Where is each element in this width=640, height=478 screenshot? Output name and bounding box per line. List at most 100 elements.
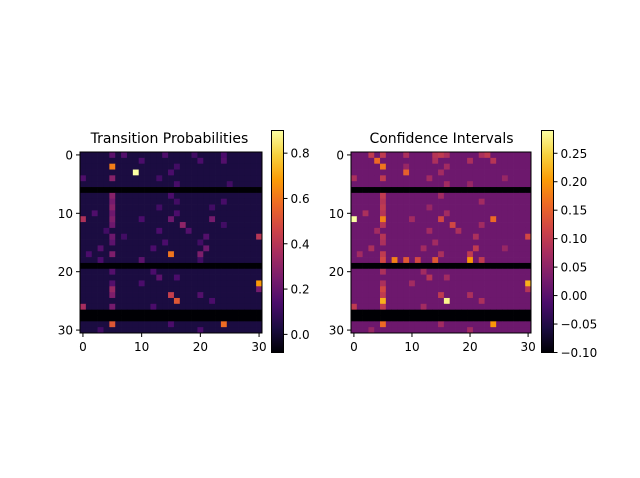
heatmap-cell <box>215 169 222 176</box>
heatmap-cell <box>385 181 392 188</box>
heatmap-cell <box>478 216 485 223</box>
heatmap-cell <box>209 233 216 240</box>
heatmap-cell <box>403 169 410 176</box>
heatmap-cell <box>168 216 175 223</box>
heatmap-cell <box>126 222 134 229</box>
heatmap-cell <box>103 245 110 252</box>
heatmap-cell <box>397 169 404 176</box>
heatmap-cell <box>374 315 381 322</box>
heatmap-cell <box>91 315 98 322</box>
heatmap-cell <box>85 257 93 264</box>
heatmap-cell <box>103 204 110 211</box>
heatmap-cell <box>391 268 398 275</box>
heatmap-cell <box>168 327 175 334</box>
heatmap-cell <box>432 280 439 287</box>
heatmap-cell <box>443 227 451 235</box>
heatmap-cell <box>362 187 369 194</box>
heatmap-cell <box>85 297 93 305</box>
heatmap-cell <box>185 309 192 316</box>
heatmap-cell <box>420 222 427 229</box>
heatmap-cell <box>250 245 257 252</box>
heatmap-cell <box>103 175 110 182</box>
heatmap-cell <box>115 227 122 235</box>
heatmap-cell <box>455 251 462 258</box>
heatmap-cell <box>513 257 520 264</box>
heatmap-cell <box>519 169 526 176</box>
heatmap-cell <box>374 327 381 334</box>
heatmap-cell <box>380 169 387 176</box>
heatmap-cell <box>126 157 134 165</box>
heatmap-cell <box>209 210 216 217</box>
heatmap-cell <box>501 327 509 334</box>
heatmap-cell <box>197 303 204 310</box>
heatmap-cell <box>256 216 263 223</box>
heatmap-cell <box>461 227 468 235</box>
heatmap-cell <box>478 239 485 246</box>
heatmap-cell <box>197 292 204 299</box>
heatmap-cell <box>467 262 474 270</box>
heatmap-cell <box>403 245 410 252</box>
heatmap-cell <box>472 216 480 223</box>
heatmap-cell <box>380 321 387 328</box>
heatmap-cell <box>115 157 122 165</box>
heatmap-cell <box>467 327 474 334</box>
heatmap-cell <box>232 274 239 281</box>
heatmap-cell <box>238 321 245 328</box>
heatmap-cell <box>420 268 427 275</box>
heatmap-cell <box>432 204 439 211</box>
heatmap-cell <box>467 204 474 211</box>
heatmap-cell <box>368 262 375 270</box>
heatmap-cell <box>496 181 503 188</box>
heatmap-cell <box>461 268 468 275</box>
heatmap-cell <box>144 198 151 205</box>
heatmap-cell <box>109 280 116 287</box>
heatmap-cell <box>121 198 128 205</box>
heatmap-cell <box>438 321 445 328</box>
heatmap-cell <box>85 181 93 188</box>
heatmap-cell <box>185 216 192 223</box>
heatmap-cell <box>132 152 140 159</box>
heatmap-cell <box>150 268 157 275</box>
heatmap-cell <box>380 268 387 275</box>
heatmap-cell <box>351 286 358 293</box>
heatmap-cell <box>351 309 358 316</box>
heatmap-cell <box>455 157 462 165</box>
heatmap-cell <box>478 227 485 235</box>
heatmap-cell <box>203 216 210 223</box>
heatmap-cell <box>156 286 163 293</box>
heatmap-cell <box>426 297 433 305</box>
heatmap-cell <box>490 297 497 305</box>
heatmap-cell <box>238 280 245 287</box>
heatmap-cell <box>238 239 245 246</box>
heatmap-cell <box>162 210 169 217</box>
heatmap-cell <box>472 245 480 252</box>
heatmap-cell <box>250 210 257 217</box>
heatmap-cell <box>420 292 427 299</box>
heatmap-cell <box>467 181 474 188</box>
heatmap-cell <box>80 309 87 316</box>
heatmap-cell <box>501 321 509 328</box>
heatmap-cell <box>403 222 410 229</box>
heatmap-cell <box>356 187 363 194</box>
heatmap-cell <box>525 268 532 275</box>
heatmap-cell <box>368 233 375 240</box>
heatmap-cell <box>203 169 210 176</box>
heatmap-cell <box>232 216 239 223</box>
heatmap-cell <box>109 286 116 293</box>
heatmap-cell <box>203 163 210 170</box>
heatmap-cell <box>478 245 485 252</box>
heatmap-cell <box>432 257 439 264</box>
heatmap-cell <box>162 181 169 188</box>
heatmap-cell <box>496 216 503 223</box>
colorbar-gradient-transition <box>271 130 284 353</box>
heatmap-cell <box>455 233 462 240</box>
heatmap-cell <box>478 198 485 205</box>
heatmap-cell <box>250 315 257 322</box>
heatmap-cell <box>409 192 416 200</box>
heatmap-cell <box>97 187 104 194</box>
heatmap-cell <box>244 280 251 287</box>
heatmap-cell <box>97 309 104 316</box>
heatmap-cell <box>80 192 87 200</box>
heatmap-cell <box>220 163 228 170</box>
heatmap-cell <box>420 216 427 223</box>
